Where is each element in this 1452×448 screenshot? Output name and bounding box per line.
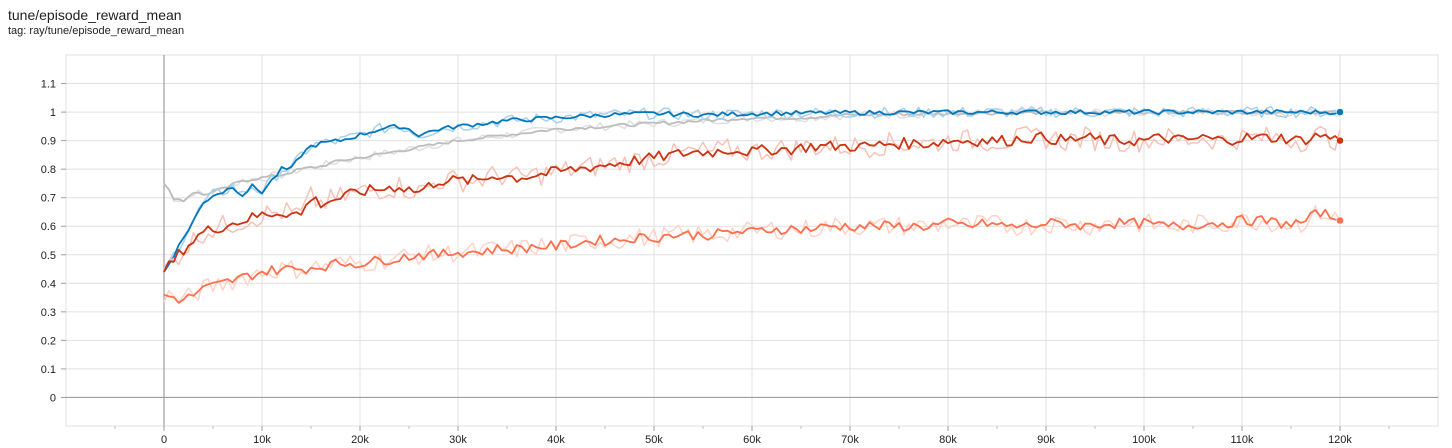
card-header: tune/episode_reward_mean tag: ray/tune/e…	[8, 6, 184, 38]
y-tick-label: 0.1	[41, 364, 56, 376]
y-tick-label: 0.7	[41, 193, 56, 205]
chart-title: tune/episode_reward_mean	[8, 7, 182, 23]
x-tick-label: 60k	[743, 434, 761, 446]
series-end-point	[1336, 216, 1344, 225]
series-line	[163, 208, 1341, 304]
x-tick-label: 100k	[1132, 434, 1156, 446]
x-tick-label: 110k	[1230, 434, 1254, 446]
y-tick-label: 1	[50, 107, 56, 119]
series-line	[163, 109, 1341, 273]
x-tick-label: 80k	[939, 434, 957, 446]
series-end-point	[1336, 108, 1344, 116]
x-tick-label: 40k	[547, 434, 565, 446]
series-end-point	[1336, 136, 1344, 145]
chart-tag: tag: ray/tune/episode_reward_mean	[8, 25, 185, 37]
x-tick-label: 10k	[253, 434, 271, 446]
x-tick-label: 30k	[449, 434, 467, 446]
y-tick-label: 0.9	[41, 136, 56, 148]
x-tick-label: 20k	[351, 434, 369, 446]
y-tick-label: 0.3	[41, 307, 56, 319]
series-line	[163, 131, 1341, 273]
y-tick-label: 0.8	[41, 164, 56, 176]
x-tick-label: 70k	[841, 434, 859, 446]
y-tick-label: 1.1	[41, 79, 56, 91]
x-tick-label: 90k	[1037, 434, 1055, 446]
y-tick-label: 0	[50, 392, 56, 404]
y-tick-label: 0.5	[41, 250, 56, 262]
x-tick-label: 0	[161, 434, 167, 446]
y-tick-label: 0.2	[41, 335, 56, 347]
y-tick-label: 0.4	[41, 278, 56, 290]
y-tick-label: 0.6	[41, 221, 56, 233]
series-line	[163, 109, 1341, 203]
x-tick-label: 50k	[645, 434, 663, 446]
x-tick-label: 120k	[1328, 434, 1352, 446]
